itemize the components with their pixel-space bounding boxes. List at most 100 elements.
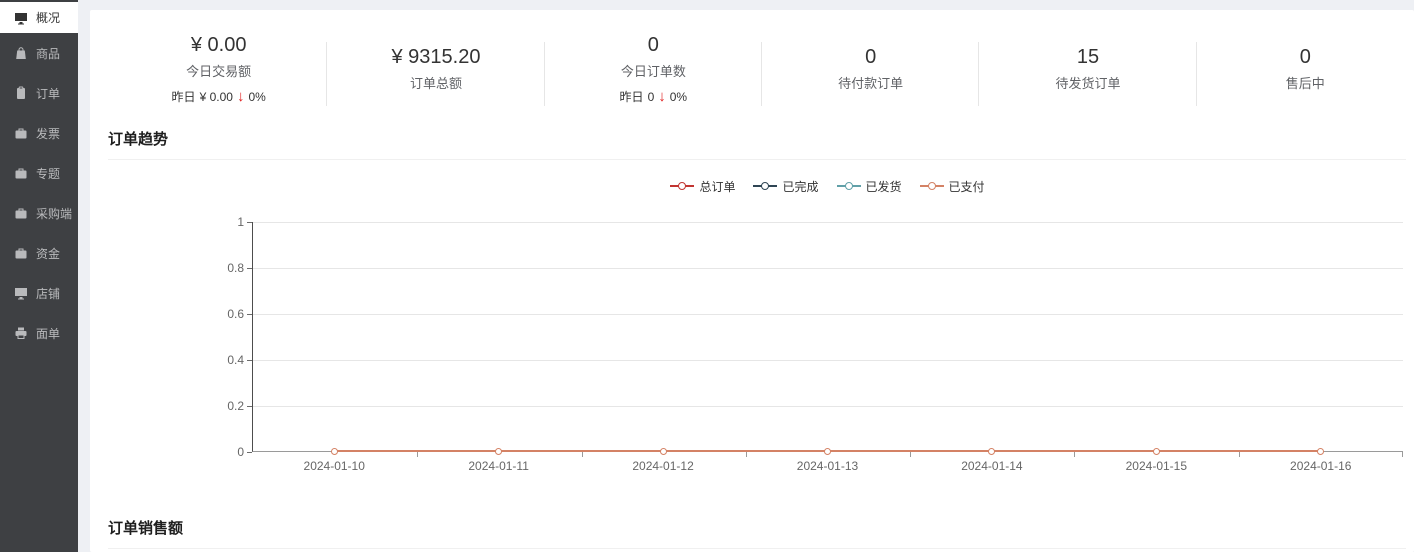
- sidebar: 概况 商品 订单 发票 专题: [0, 0, 78, 552]
- down-arrow-icon: ↓: [236, 87, 245, 105]
- y-axis-label: 0.2: [227, 399, 244, 413]
- legend-label: 总订单: [699, 179, 736, 194]
- sidebar-item-shop[interactable]: 店铺: [0, 273, 78, 313]
- x-axis-tick: [745, 452, 747, 457]
- x-axis-label: 2024-01-14: [961, 459, 1023, 473]
- gridline: [253, 222, 1403, 223]
- sidebar-item-purchase[interactable]: 采购端: [0, 193, 78, 233]
- sidebar-item-topics[interactable]: 专题: [0, 153, 78, 193]
- stat-divider: [326, 42, 328, 106]
- x-axis-label: 2024-01-12: [632, 459, 694, 473]
- x-axis-labels: 2024-01-10 2024-01-11 2024-01-12 2024-01…: [252, 452, 1403, 473]
- legend-item-shipped[interactable]: 已发货: [836, 178, 902, 195]
- stat-today-turnover: ¥ 0.00 今日交易额 昨日 ¥ 0.00 ↓ 0%: [110, 22, 328, 114]
- x-axis-label: 2024-01-16: [1290, 459, 1352, 473]
- monitor-icon: [14, 11, 28, 25]
- stat-divider: [543, 42, 545, 106]
- x-axis-tick: [417, 452, 419, 457]
- legend-item-completed[interactable]: 已完成: [753, 178, 819, 195]
- data-point-marker: [495, 448, 503, 455]
- y-axis-tick: [247, 222, 252, 223]
- order-sales-title: 订单销售额: [108, 520, 184, 537]
- sidebar-item-label: 订单: [36, 86, 61, 101]
- legend-label: 已发货: [865, 179, 902, 194]
- x-axis-label: 2024-01-11: [468, 459, 529, 473]
- trend-percent: 0%: [669, 89, 688, 104]
- chart-legend: 总订单 已完成 已发货 已支付: [252, 176, 1403, 196]
- stat-value: 15: [1076, 46, 1100, 68]
- stat-value: 0: [1299, 46, 1311, 68]
- sidebar-item-label: 店铺: [36, 286, 61, 301]
- stat-label: 今日订单数: [620, 63, 686, 79]
- dashboard-card: ¥ 0.00 今日交易额 昨日 ¥ 0.00 ↓ 0% ¥ 9315.20 订单…: [90, 10, 1414, 552]
- data-point-marker: [331, 448, 339, 455]
- y-axis-label: 0: [237, 445, 244, 459]
- printer-icon: [14, 326, 28, 340]
- x-axis-label: 2024-01-13: [796, 459, 859, 473]
- data-point-marker: [659, 448, 667, 455]
- data-point-marker: [1152, 448, 1160, 455]
- briefcase-icon: [14, 206, 28, 220]
- stat-unshipped-orders: 15 待发货订单: [979, 22, 1197, 114]
- sidebar-item-overview[interactable]: 概况: [0, 2, 78, 33]
- line-chart-plot-area: 1 0.8 0.6 0.4 0.2 0: [227, 215, 1403, 459]
- briefcase-icon: [14, 166, 28, 180]
- y-axis-tick: [247, 406, 252, 407]
- stat-yesterday: 昨日 ¥ 0.00 ↓ 0%: [172, 89, 266, 105]
- gridline: [253, 268, 1403, 269]
- stat-divider: [1195, 42, 1197, 106]
- yesterday-prefix: 昨日: [171, 89, 196, 104]
- x-axis-tick: [1402, 452, 1403, 457]
- y-axis-tick: [247, 268, 252, 269]
- y-axis-label: 0.6: [227, 307, 244, 321]
- stat-divider: [978, 42, 980, 106]
- gridline: [253, 314, 1403, 315]
- x-axis-tick: [1074, 452, 1076, 457]
- x-axis-label: 2024-01-10: [303, 459, 365, 473]
- trend-percent: 0%: [248, 89, 266, 104]
- clipboard-icon: [14, 86, 28, 100]
- sidebar-item-waybill[interactable]: 面单: [0, 313, 78, 353]
- sidebar-item-orders[interactable]: 订单: [0, 73, 78, 113]
- gridline: [253, 360, 1403, 361]
- stat-today-orders: 0 今日订单数 昨日 0 ↓ 0%: [545, 22, 762, 114]
- down-arrow-icon: ↓: [658, 87, 666, 105]
- legend-item-total-orders[interactable]: 总订单: [670, 178, 735, 195]
- briefcase-icon: [14, 246, 28, 260]
- sidebar-item-label: 采购端: [36, 206, 73, 221]
- yesterday-prefix: 昨日: [619, 89, 644, 104]
- stat-label: 订单总额: [409, 76, 462, 91]
- y-axis-label: 0.8: [227, 261, 244, 275]
- legend-marker-icon: [753, 182, 778, 190]
- y-axis-tick: [247, 314, 252, 315]
- stat-value: 0: [647, 33, 659, 56]
- legend-item-paid[interactable]: 已支付: [919, 178, 985, 195]
- stat-label: 待付款订单: [838, 76, 904, 91]
- stat-divider: [760, 42, 762, 106]
- x-axis-tick: [1238, 452, 1240, 457]
- stat-unpaid-orders: 0 待付款订单: [762, 22, 980, 114]
- sidebar-item-invoice[interactable]: 发票: [0, 113, 78, 153]
- y-axis-label: 0.4: [227, 353, 244, 367]
- legend-marker-icon: [919, 182, 944, 190]
- gridline: [253, 406, 1403, 407]
- y-axis-label: 1: [237, 215, 244, 229]
- stat-order-total: ¥ 9315.20 订单总额: [327, 22, 545, 114]
- stat-label: 售后中: [1285, 76, 1325, 91]
- stat-label: 今日交易额: [186, 63, 252, 79]
- x-axis-tick: [910, 452, 912, 457]
- section-divider: [108, 159, 1406, 160]
- data-point-marker: [1316, 448, 1324, 455]
- sidebar-item-funds[interactable]: 资金: [0, 233, 78, 273]
- sidebar-item-label: 概况: [36, 11, 61, 25]
- order-trend-title: 订单趋势: [108, 131, 169, 148]
- bag-icon: [14, 46, 28, 60]
- x-axis-tick: [581, 452, 583, 457]
- yesterday-value: 0: [647, 89, 655, 104]
- section-divider: [108, 548, 1406, 549]
- stat-value: ¥ 9315.20: [391, 46, 481, 68]
- x-axis-label: 2024-01-15: [1125, 459, 1188, 473]
- sidebar-item-label: 面单: [36, 326, 61, 341]
- sidebar-item-goods[interactable]: 商品: [0, 33, 78, 73]
